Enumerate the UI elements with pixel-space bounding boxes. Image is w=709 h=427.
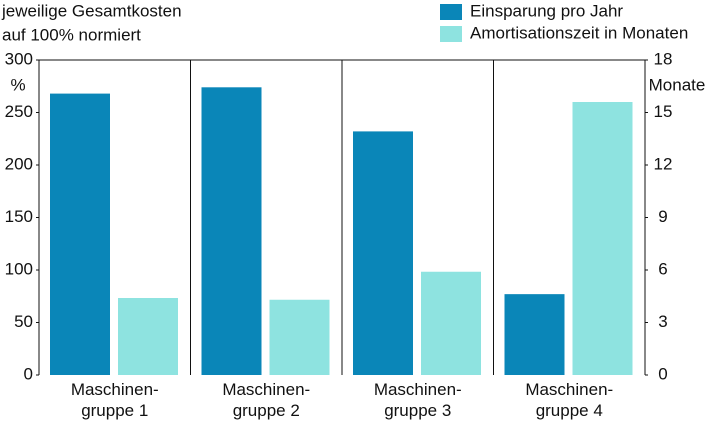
bar: [201, 87, 262, 376]
legend-swatch: [440, 26, 462, 42]
y-label-line: auf 100% normiert: [2, 25, 141, 44]
y-unit: %: [10, 75, 25, 94]
x-tick-label: Maschinen- gruppe 1: [70, 380, 159, 420]
y-tick-label: 250: [5, 102, 33, 121]
y-tick-label: 0: [24, 364, 33, 383]
y2-tick-label: 15: [654, 102, 673, 121]
bar: [353, 131, 413, 375]
bar: [572, 102, 633, 375]
legend-swatch: [440, 4, 462, 20]
y-tick-label: 100: [5, 259, 33, 278]
y-tick-label: 150: [5, 207, 33, 226]
y-tick-label: 200: [5, 154, 33, 173]
x-tick-label: Maschinen- gruppe 3: [373, 380, 462, 420]
legend-label: Amortisationszeit in Monaten: [470, 23, 688, 42]
y2-tick-label: 18: [654, 49, 673, 68]
y-tick-label: 50: [14, 312, 33, 331]
bar: [50, 93, 110, 375]
y2-tick-label: 3: [658, 312, 667, 331]
legend-label: Einsparung pro Jahr: [470, 1, 623, 20]
y-label-line: jeweilige Gesamtkosten: [1, 1, 182, 20]
y2-unit: Monate: [649, 75, 706, 94]
x-tick-label: Maschinen- gruppe 4: [525, 380, 614, 420]
y2-tick-label: 12: [654, 154, 673, 173]
y2-tick-label: 9: [658, 207, 667, 226]
bar: [269, 299, 330, 375]
bar: [118, 298, 178, 375]
y2-tick-label: 6: [658, 259, 667, 278]
bar: [504, 294, 565, 375]
y-tick-label: 300: [5, 49, 33, 68]
bar: [421, 271, 481, 375]
y2-tick-label: 0: [658, 364, 667, 383]
x-tick-label: Maschinen- gruppe 2: [222, 380, 311, 420]
